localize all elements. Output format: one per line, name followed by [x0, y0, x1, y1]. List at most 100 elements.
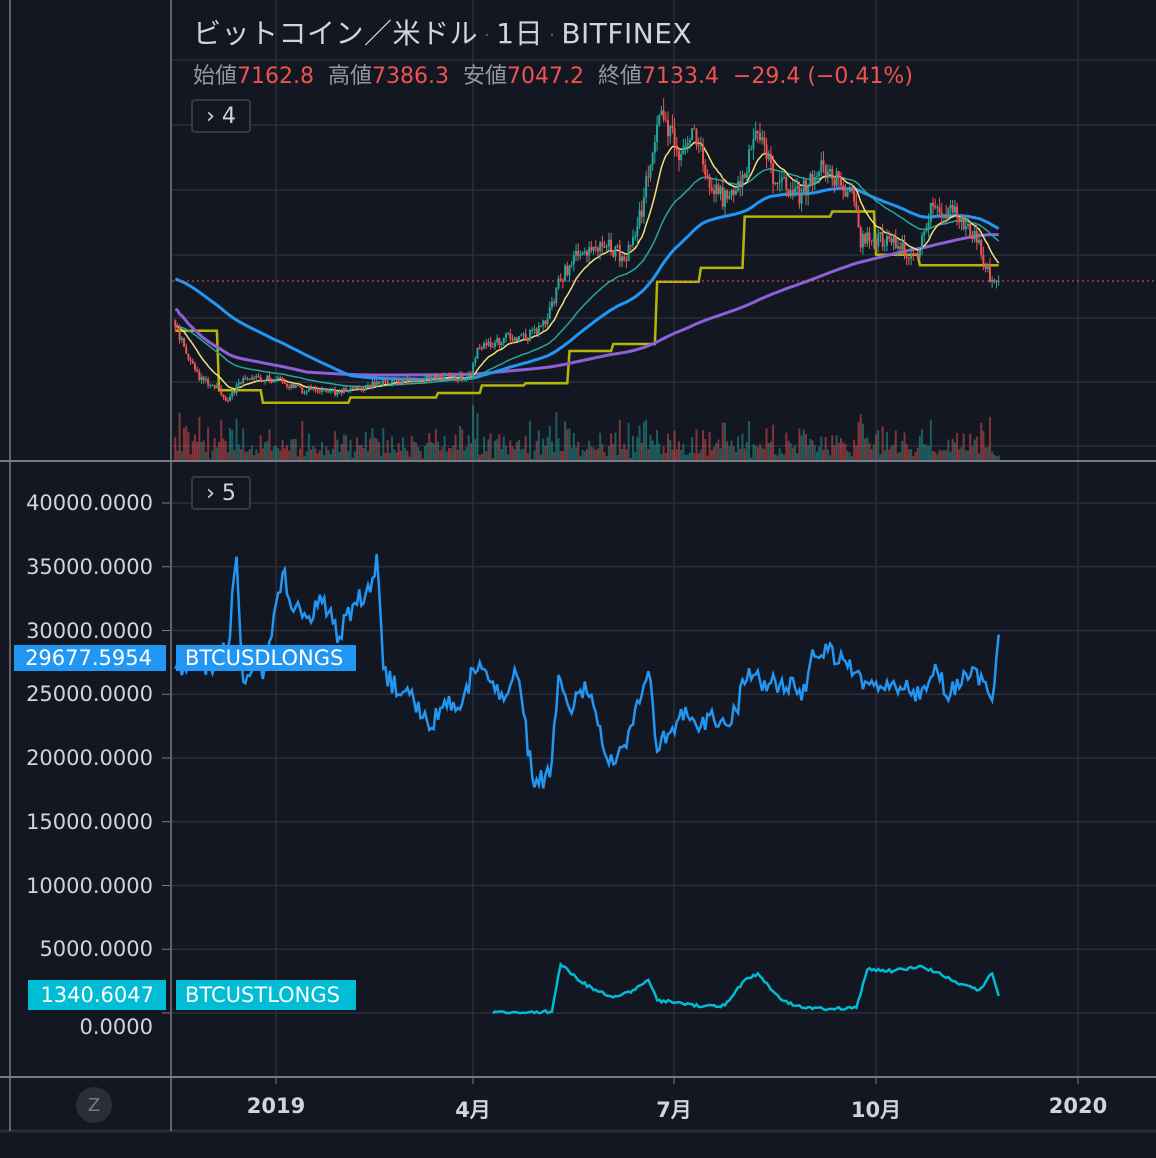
candle-body	[627, 244, 630, 261]
zoom-button[interactable]: Z	[76, 1087, 112, 1123]
time-label-2019: 2019	[246, 1094, 306, 1118]
candle-body	[634, 236, 637, 238]
y-tick-label: 10000.0000	[26, 873, 153, 898]
volume-bar	[340, 444, 343, 460]
candle-body	[583, 251, 586, 254]
volume-bar	[923, 444, 926, 460]
volume-bar	[299, 448, 302, 460]
candle-body	[875, 238, 878, 247]
volume-bar	[187, 432, 190, 460]
volume-bar	[434, 429, 437, 460]
volume-bar	[338, 452, 341, 460]
candle-body	[872, 238, 875, 242]
volume-bar	[572, 432, 575, 460]
candle-body	[253, 377, 256, 379]
price-indicators-toggle[interactable]: › 4	[191, 99, 251, 133]
longs-indicators-toggle[interactable]: › 5	[191, 476, 251, 510]
candle-body	[572, 255, 575, 265]
volume-bar	[202, 440, 205, 460]
candle-body	[820, 160, 823, 172]
volume-bar	[450, 448, 453, 460]
volume-bar	[183, 428, 186, 460]
candle-body	[621, 256, 624, 262]
candle-body	[787, 189, 790, 197]
candle-body	[693, 128, 696, 130]
volume-bar	[815, 451, 818, 460]
candle-body	[607, 239, 610, 247]
volume-bar	[811, 440, 814, 460]
candle-body	[616, 245, 619, 247]
candle-body	[910, 253, 913, 259]
volume-bar	[397, 443, 400, 460]
volume-bar	[198, 416, 201, 460]
volume-bar	[671, 449, 674, 460]
volume-bar	[857, 421, 860, 460]
candle-body	[198, 371, 201, 380]
volume-bar	[235, 418, 238, 460]
candle-body	[890, 238, 893, 243]
candle-body	[277, 377, 280, 380]
candle-body	[870, 240, 873, 242]
candle-body	[327, 391, 330, 393]
candle-body	[713, 190, 715, 194]
candle-body	[480, 347, 483, 349]
candle-body	[971, 236, 974, 240]
volume-bar	[362, 448, 365, 460]
volume-bar	[480, 453, 483, 460]
volume-bar	[428, 432, 431, 460]
volume-bar	[191, 441, 194, 460]
candle-body	[509, 333, 512, 339]
volume-bar	[912, 455, 915, 460]
volume-bar	[498, 434, 501, 460]
candle-body	[715, 184, 718, 194]
candle-body	[384, 379, 387, 381]
volume-bar	[789, 443, 792, 460]
candle-body	[507, 333, 510, 335]
volume-bar	[776, 455, 779, 460]
candle-body	[539, 325, 542, 327]
volume-bar	[204, 451, 207, 460]
price-pane[interactable]	[172, 98, 1156, 460]
volume-bar	[415, 442, 418, 460]
candle-body	[988, 264, 991, 282]
volume-bar	[329, 453, 332, 460]
candle-body	[353, 386, 356, 389]
volume-bar	[969, 433, 972, 460]
volume-bar	[936, 454, 939, 460]
candle-body	[653, 141, 656, 153]
y-tick-label: 25000.0000	[26, 682, 153, 707]
candle-body	[342, 388, 345, 394]
symbol-title[interactable]: ビットコイン／米ドル · 1日 · BITFINEX	[193, 17, 693, 50]
candle-body	[940, 212, 943, 216]
volume-bar	[723, 422, 726, 460]
candle-body	[960, 215, 963, 222]
candle-body	[555, 287, 558, 304]
candle-body	[526, 339, 529, 341]
volume-bar	[599, 432, 602, 460]
volume-bar	[279, 450, 282, 460]
volume-bar	[358, 445, 361, 460]
candle-body	[848, 188, 851, 193]
candle-body	[614, 246, 617, 257]
candle-body	[916, 255, 919, 258]
volume-bar	[539, 454, 542, 460]
candle-body	[767, 154, 770, 160]
longs-pane[interactable]	[174, 553, 1000, 1015]
volume-bar	[380, 455, 383, 460]
candle-body	[257, 376, 260, 378]
volume-bar	[991, 451, 994, 460]
candle-body	[758, 133, 761, 141]
candle-body	[397, 379, 400, 383]
volume-bar	[864, 438, 867, 460]
candle-body	[522, 333, 525, 336]
volume-bar	[883, 450, 886, 460]
volume-bar	[474, 439, 477, 460]
volume-bar	[677, 441, 680, 460]
candle-body	[901, 242, 904, 250]
candle-body	[428, 375, 431, 381]
volume-bar	[502, 436, 505, 460]
candle-body	[550, 301, 553, 308]
volume-bar	[892, 444, 895, 460]
candle-body	[645, 176, 648, 198]
